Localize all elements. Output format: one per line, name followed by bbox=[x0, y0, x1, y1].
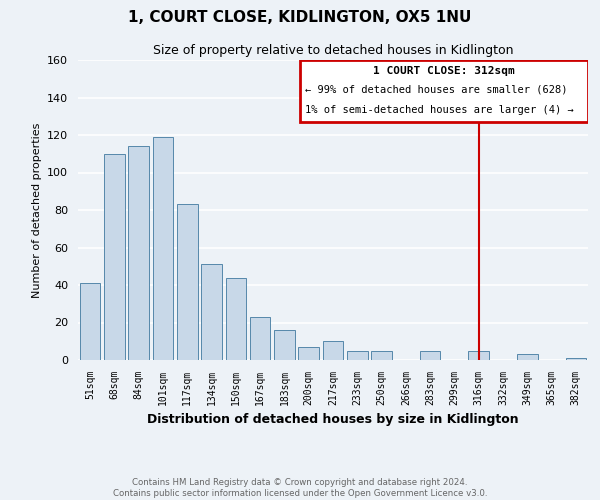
Title: Size of property relative to detached houses in Kidlington: Size of property relative to detached ho… bbox=[153, 44, 513, 58]
Bar bbox=[104, 154, 125, 360]
X-axis label: Distribution of detached houses by size in Kidlington: Distribution of detached houses by size … bbox=[147, 414, 519, 426]
Bar bbox=[128, 146, 149, 360]
Bar bbox=[566, 358, 586, 360]
Y-axis label: Number of detached properties: Number of detached properties bbox=[32, 122, 41, 298]
Bar bbox=[469, 350, 489, 360]
Text: 1, COURT CLOSE, KIDLINGTON, OX5 1NU: 1, COURT CLOSE, KIDLINGTON, OX5 1NU bbox=[128, 10, 472, 25]
Bar bbox=[323, 341, 343, 360]
Bar bbox=[420, 350, 440, 360]
Bar bbox=[298, 347, 319, 360]
Bar bbox=[274, 330, 295, 360]
Bar bbox=[517, 354, 538, 360]
Bar bbox=[152, 137, 173, 360]
Text: ← 99% of detached houses are smaller (628): ← 99% of detached houses are smaller (62… bbox=[305, 84, 568, 94]
Bar bbox=[201, 264, 222, 360]
Bar bbox=[177, 204, 197, 360]
Text: 1% of semi-detached houses are larger (4) →: 1% of semi-detached houses are larger (4… bbox=[305, 106, 574, 116]
Bar bbox=[250, 317, 271, 360]
Bar bbox=[80, 283, 100, 360]
Text: Contains HM Land Registry data © Crown copyright and database right 2024.
Contai: Contains HM Land Registry data © Crown c… bbox=[113, 478, 487, 498]
FancyBboxPatch shape bbox=[300, 60, 588, 122]
Bar bbox=[226, 278, 246, 360]
Bar bbox=[371, 350, 392, 360]
Text: 1 COURT CLOSE: 312sqm: 1 COURT CLOSE: 312sqm bbox=[373, 66, 515, 76]
Bar bbox=[347, 350, 368, 360]
